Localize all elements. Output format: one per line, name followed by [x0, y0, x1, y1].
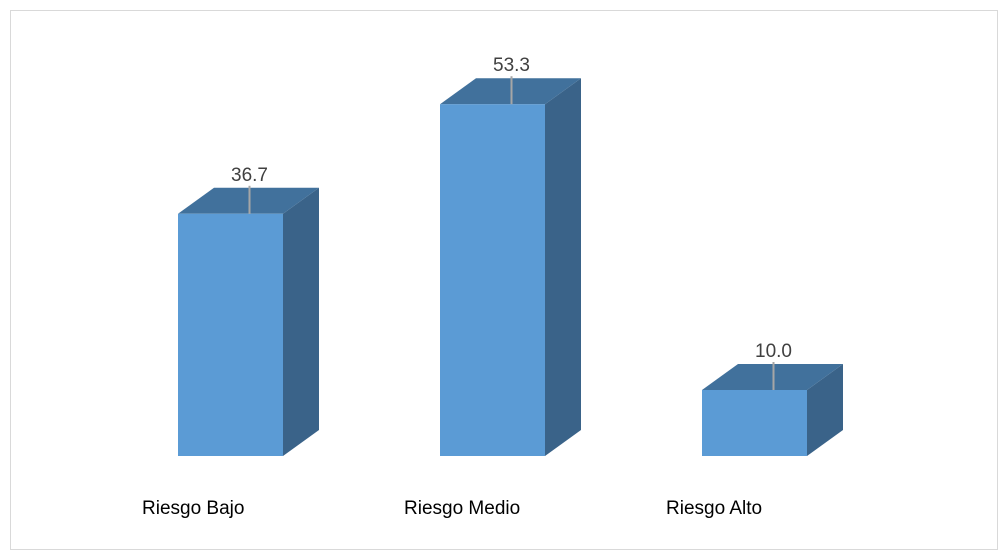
bar-front-riesgo-alto [702, 390, 807, 456]
bar-riesgo-medio [440, 76, 581, 456]
bar-front-riesgo-medio [440, 104, 545, 456]
category-label-riesgo-medio: Riesgo Medio [404, 498, 520, 519]
category-label-riesgo-bajo: Riesgo Bajo [142, 498, 244, 519]
data-label-riesgo-medio: 53.3 [493, 55, 530, 76]
bar-riesgo-alto [702, 362, 843, 456]
bar-side-riesgo-alto [807, 364, 843, 456]
bar-riesgo-bajo [178, 185, 319, 456]
bar-side-riesgo-bajo [283, 187, 319, 456]
bar-front-riesgo-bajo [178, 213, 283, 456]
category-label-riesgo-alto: Riesgo Alto [666, 498, 762, 519]
bar-chart: 36.7 Riesgo Bajo 53.3 Riesgo Medio 10.0 Riesg… [142, 55, 843, 519]
bar-side-riesgo-medio [545, 78, 581, 456]
data-label-riesgo-alto: 10.0 [755, 341, 792, 362]
data-label-riesgo-bajo: 36.7 [231, 165, 268, 186]
